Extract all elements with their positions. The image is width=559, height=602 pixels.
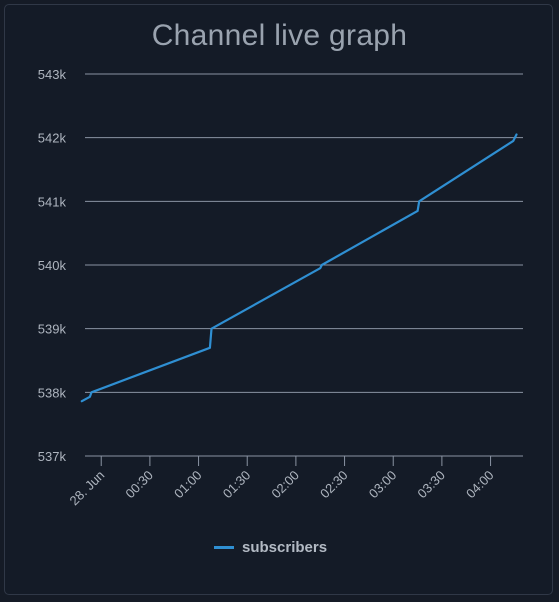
y-tick-label: 543k (38, 67, 67, 82)
chart-panel: Channel live graph (4, 4, 553, 595)
x-tick-label: 04:00 (463, 468, 497, 502)
y-tick-label: 538k (38, 385, 67, 400)
legend-swatch (214, 545, 234, 549)
x-tick-label: 01:30 (220, 468, 254, 502)
x-tick-label: 03:00 (366, 468, 400, 502)
y-tick-label: 539k (38, 322, 67, 337)
y-tick-label: 542k (38, 131, 67, 146)
chart-title: Channel live graph (151, 19, 408, 52)
y-tick-label: 540k (38, 258, 67, 273)
legend-item-subscribers[interactable]: subscribers (214, 536, 327, 558)
plot-area (80, 133, 518, 403)
x-axis: 28. Jun 00:30 01:00 01:30 02:00 02:30 03:00 03:… (67, 456, 497, 508)
legend-label: subscribers (242, 538, 328, 556)
x-tick-label: 28. Jun (67, 468, 108, 509)
x-tick-label: 00:30 (122, 468, 156, 502)
x-tick-label: 03:30 (414, 468, 448, 502)
x-tick-label: 01:00 (171, 468, 205, 502)
grid-lines (85, 73, 523, 457)
series-line-subscribers (80, 133, 518, 403)
x-tick-label: 02:00 (268, 468, 302, 502)
y-tick-label: 537k (38, 449, 67, 464)
y-axis: 537k 538k 539k 540k 541k 542k 543k (38, 67, 67, 464)
x-tick-label: 02:30 (317, 468, 351, 502)
y-tick-label: 541k (38, 194, 67, 209)
